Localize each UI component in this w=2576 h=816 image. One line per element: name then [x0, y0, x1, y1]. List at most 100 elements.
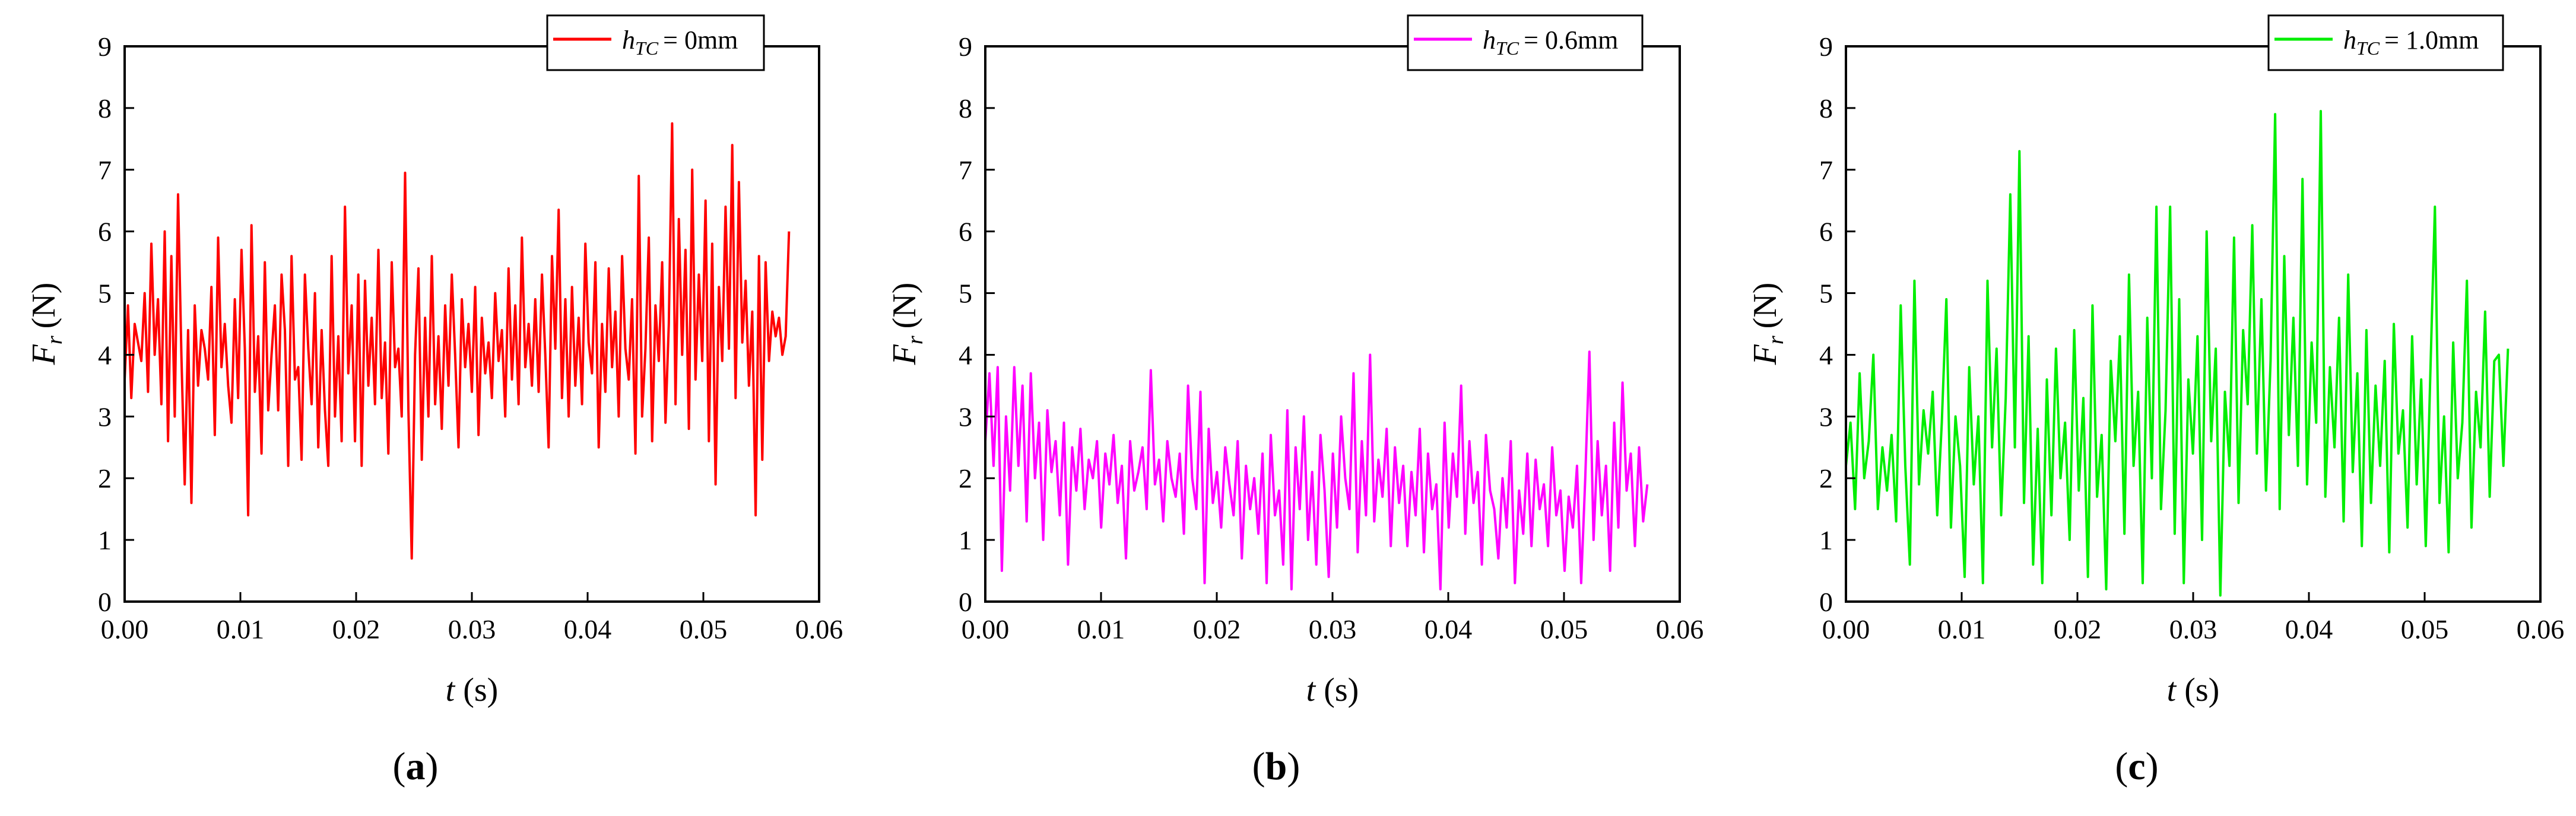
- x-tick-label: 0.00: [962, 614, 1010, 644]
- x-axis-label-var: t: [446, 672, 456, 709]
- legend-box: [546, 14, 765, 71]
- y-tick-label: 5: [98, 279, 112, 309]
- chart-panel-b: 0.00 0.01 0.02 0.03 0.04 0.05 0.06 0 1 2 3 4 5 6 7 8 9 F…: [886, 14, 1704, 788]
- x-axis-label-unit: (s): [463, 672, 498, 709]
- axis-ticks: 0.00 0.01 0.02 0.03 0.04 0.05 0.06 0 1 2 3 4 5 6 7 8 9: [1819, 31, 2564, 644]
- panel-caption: (c): [2115, 745, 2158, 788]
- y-tick-label: 7: [1819, 155, 1833, 185]
- x-tick-label: 0.06: [2517, 614, 2565, 644]
- x-axis-label-var: t: [1306, 672, 1316, 709]
- legend: hTC = 0mm: [546, 14, 765, 71]
- y-axis-label-unit: (N): [26, 283, 62, 329]
- y-tick-label: 9: [98, 31, 112, 62]
- y-tick-label: 6: [959, 217, 972, 247]
- y-tick-label: 7: [959, 155, 972, 185]
- x-tick-label: 0.02: [1193, 614, 1241, 644]
- y-axis-label-unit: (N): [886, 283, 923, 329]
- plot-frame: [123, 45, 820, 603]
- legend-sub: TC: [1496, 37, 1519, 59]
- y-tick-label: 3: [98, 401, 112, 432]
- x-axis-label: t (s): [1306, 672, 1359, 709]
- legend-label: hTC = 0mm: [622, 26, 738, 59]
- x-tick-label: 0.02: [2054, 614, 2102, 644]
- series-line: [984, 350, 1649, 591]
- panel-caption: (b): [1252, 745, 1300, 788]
- y-tick-label: 8: [1819, 93, 1833, 124]
- legend-var: h: [1483, 26, 1496, 55]
- series-line: [1845, 110, 2510, 597]
- axis-ticks: 0.00 0.01 0.02 0.03 0.04 0.05 0.06 0 1 2 3 4 5 6 7 8 9: [98, 31, 843, 644]
- legend-sub: TC: [2356, 37, 2380, 59]
- legend-box: [2267, 14, 2504, 71]
- legend-value: = 1.0mm: [2384, 26, 2479, 55]
- y-tick-label: 5: [1819, 279, 1833, 309]
- x-tick-label: 0.01: [1077, 614, 1125, 644]
- legend-value: = 0mm: [663, 26, 738, 55]
- x-tick-label: 0.05: [680, 614, 728, 644]
- y-tick-label: 6: [98, 217, 112, 247]
- x-tick-label: 0.04: [1425, 614, 1473, 644]
- x-tick-label: 0.01: [1938, 614, 1986, 644]
- series-line-layer: [1845, 110, 2510, 597]
- y-tick-label: 3: [959, 401, 972, 432]
- y-axis-label: Fr (N): [26, 283, 67, 366]
- x-tick-label: 0.05: [2401, 614, 2449, 644]
- panel-caption-letter: a: [406, 745, 426, 788]
- panel-caption-letter: c: [2128, 745, 2145, 788]
- x-axis-label-unit: (s): [1324, 672, 1359, 709]
- x-axis-label-var: t: [2167, 672, 2177, 709]
- svg-text:Fr(N): Fr (N): [26, 283, 67, 366]
- legend-box: [1407, 14, 1644, 71]
- x-tick-label: 0.06: [1656, 614, 1704, 644]
- y-tick-label: 8: [98, 93, 112, 124]
- series-line: [123, 122, 791, 560]
- x-tick-label: 0.04: [2285, 614, 2333, 644]
- chart-panel-a: 0.00 0.01 0.02 0.03 0.04 0.05 0.06 0 1 2 3 4 5 6 7 8 9 F…: [26, 14, 843, 788]
- y-axis-label-sub: r: [903, 336, 928, 344]
- panel-caption-letter: b: [1265, 745, 1287, 788]
- legend-sub: TC: [635, 37, 659, 59]
- x-tick-label: 0.00: [1822, 614, 1870, 644]
- y-tick-label: 9: [959, 31, 972, 62]
- x-tick-label: 0.02: [332, 614, 380, 644]
- legend-label: hTC = 0.6mm: [1483, 26, 1618, 59]
- x-tick-label: 0.06: [795, 614, 843, 644]
- legend-value: = 0.6mm: [1524, 26, 1618, 55]
- legend: hTC = 0.6mm: [1407, 14, 1644, 71]
- y-tick-label: 0: [1819, 587, 1833, 617]
- y-axis-label-sub: r: [1763, 336, 1788, 344]
- y-tick-label: 1: [1819, 525, 1833, 555]
- svg-text:Fr(N): Fr (N): [1747, 283, 1788, 366]
- y-tick-label: 0: [98, 587, 112, 617]
- x-tick-label: 0.04: [564, 614, 612, 644]
- x-axis-label-unit: (s): [2184, 672, 2219, 709]
- x-tick-label: 0.03: [1309, 614, 1357, 644]
- y-tick-label: 2: [959, 463, 972, 494]
- panel-caption: (a): [393, 745, 439, 788]
- y-axis-label-sub: r: [42, 336, 67, 344]
- series-line-layer: [984, 350, 1649, 591]
- x-tick-label: 0.03: [2169, 614, 2217, 644]
- y-axis-label-var: F: [886, 344, 923, 365]
- svg-text:Fr(N): Fr (N): [886, 283, 928, 366]
- legend-label: hTC = 1.0mm: [2343, 26, 2479, 59]
- chart-panel-c: 0.00 0.01 0.02 0.03 0.04 0.05 0.06 0 1 2 3 4 5 6 7 8 9 F…: [1747, 14, 2564, 788]
- x-axis-label: t (s): [446, 672, 499, 709]
- y-axis-label-unit: (N): [1747, 283, 1784, 329]
- y-axis-label-var: F: [1747, 344, 1784, 365]
- legend-var: h: [2343, 26, 2356, 55]
- y-axis-label: Fr (N): [1747, 283, 1788, 366]
- y-tick-label: 4: [98, 340, 112, 370]
- x-tick-label: 0.00: [101, 614, 149, 644]
- y-tick-label: 4: [1819, 340, 1833, 370]
- y-tick-label: 1: [959, 525, 972, 555]
- y-axis-label-var: F: [26, 344, 62, 365]
- y-axis-label: Fr (N): [886, 283, 928, 366]
- y-tick-label: 6: [1819, 217, 1833, 247]
- y-tick-label: 2: [98, 463, 112, 494]
- legend: hTC = 1.0mm: [2267, 14, 2504, 71]
- y-tick-label: 4: [959, 340, 972, 370]
- x-axis-label: t (s): [2167, 672, 2220, 709]
- x-tick-label: 0.01: [217, 614, 265, 644]
- x-tick-label: 0.03: [448, 614, 496, 644]
